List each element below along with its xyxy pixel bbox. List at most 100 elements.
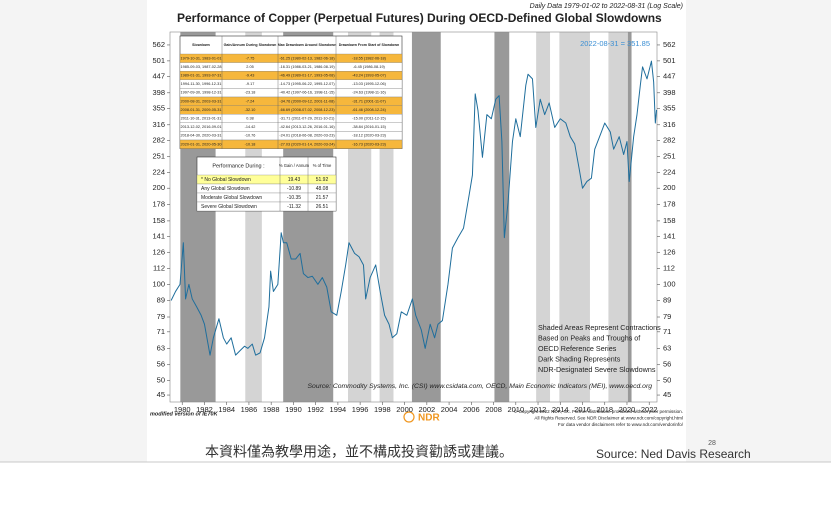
y-tick-label: 141 xyxy=(152,232,165,241)
y-tick-label: 251 xyxy=(663,152,676,161)
shading-note: NDR-Designated Severe Slowdowns xyxy=(538,365,656,374)
y-tick-label: 89 xyxy=(663,295,671,304)
table-cell: -9.43 xyxy=(246,74,255,78)
shaded-period xyxy=(411,32,441,402)
x-tick-label: 2008 xyxy=(485,405,502,414)
y-tick-label: 316 xyxy=(663,120,676,129)
copyright: © Copyright 2022 NDR, Inc. Further distr… xyxy=(514,408,683,414)
x-tick-label: 2016 xyxy=(574,405,591,414)
table-cell: -7.24 xyxy=(246,99,255,103)
table-cell: -6.45 (1986-08-19) xyxy=(353,65,385,69)
y-tick-label: 89 xyxy=(157,295,165,304)
plot-frame xyxy=(169,31,658,403)
table-cell: -43.24 (1993-05-07) xyxy=(352,74,387,78)
y-tick-label: 316 xyxy=(152,120,165,129)
table-cell: -38.84 (2016-01-15) xyxy=(352,125,387,129)
slide-disclaimer: 本資料僅為教學用途，並不構成投資勸誘或建議。 xyxy=(205,444,513,460)
table-cell: -18.12 (2020-03-23) xyxy=(352,134,387,138)
y-tick-label: 447 xyxy=(663,72,676,81)
table-cell: -40.42 (1997-06-16, 1998-11-15) xyxy=(279,91,335,95)
table-cell: 0.38 xyxy=(246,117,253,121)
summary-cell: Moderate Global Slowdown xyxy=(201,195,262,201)
table-cell: 1997-09-30, 1998-12-31 xyxy=(181,91,222,95)
table-cell: 2018-04-30, 2020-03-31 xyxy=(181,134,222,138)
table-cell: 1989-01-31, 1993-07-31 xyxy=(181,74,222,78)
x-tick-label: 1990 xyxy=(285,405,302,414)
table-cell: 2.05 xyxy=(246,65,253,69)
table-cell: 2008-01-31, 2009-05-31 xyxy=(181,108,222,112)
table-cell: -24.63 (1998-11-16) xyxy=(352,91,386,95)
slide-source: Source: Ned Davis Research xyxy=(596,447,751,461)
summary-cell: Any Global Slowdown xyxy=(201,186,250,192)
x-tick-label: 2014 xyxy=(552,405,569,414)
price-line xyxy=(170,60,658,356)
table-cell: 1994-11-30, 1996-12-31 xyxy=(181,82,222,86)
y-tick-label: 50 xyxy=(157,375,165,384)
y-tick-label: 398 xyxy=(663,88,676,97)
table-cell: -24.01 (2018-06-08, 2020-03-23) xyxy=(279,134,335,138)
y-tick-label: 282 xyxy=(152,136,165,145)
y-tick-label: 56 xyxy=(663,360,671,369)
side-panel xyxy=(0,0,147,462)
y-tick-label: 224 xyxy=(663,167,676,176)
x-tick-label: 1988 xyxy=(263,405,280,414)
table-cell: -31.71 (2001-11-07) xyxy=(352,99,386,103)
y-tick-label: 501 xyxy=(152,56,165,65)
x-tick-label: 1996 xyxy=(352,405,369,414)
y-tick-label: 63 xyxy=(663,343,671,352)
table-cell: -10.76 xyxy=(245,134,256,138)
page-number: 28 xyxy=(708,440,716,447)
table-cell: -15.00 (2011-12-15) xyxy=(352,117,386,121)
y-tick-label: 178 xyxy=(152,199,165,208)
y-tick-label: 71 xyxy=(157,327,165,336)
y-tick-label: 398 xyxy=(152,88,165,97)
y-tick-label: 447 xyxy=(152,72,165,81)
y-tick-label: 355 xyxy=(663,104,676,113)
y-tick-label: 71 xyxy=(663,327,671,336)
y-tick-label: 56 xyxy=(157,360,165,369)
table-header: Gain/Annum During Slowdown xyxy=(224,43,277,47)
y-tick-label: 355 xyxy=(152,104,165,113)
summary-row xyxy=(196,201,337,212)
summary-cell: 26.51 xyxy=(316,204,329,210)
summary-cell: 19.43 xyxy=(288,177,301,183)
shading-note: Based on Peaks and Troughs of xyxy=(538,333,640,342)
table-header: Max Drawdown Around Slowdown xyxy=(278,43,337,47)
shading-note: Shaded Areas Represent Contractions xyxy=(538,323,661,332)
x-tick-label: 1992 xyxy=(307,405,324,414)
summary-header: % Gain / Annum xyxy=(279,163,310,168)
summary-cell: -10.89 xyxy=(287,186,301,192)
y-tick-label: 178 xyxy=(663,199,676,208)
logo-text: NDR xyxy=(418,413,440,424)
table-cell: -42.64 (2013-12-26, 2016-01-16) xyxy=(279,125,335,129)
shaded-period xyxy=(627,32,632,402)
y-tick-label: 501 xyxy=(663,56,676,65)
y-tick-label: 562 xyxy=(663,40,676,49)
table-cell: -14.42 xyxy=(245,125,256,129)
summary-cell: * No Global Slowdown xyxy=(201,177,251,183)
shaded-period xyxy=(536,32,551,402)
x-tick-label: 1998 xyxy=(374,405,391,414)
y-tick-label: 112 xyxy=(663,264,675,273)
table-cell: -14.73 (1995-06-22, 1995-12-07) xyxy=(279,82,335,86)
table-cell: 2000-08-31, 2003-03-31 xyxy=(181,99,222,103)
table-cell: 2020-01-31, 2020-05-30 xyxy=(181,142,222,146)
x-tick-label: 1982 xyxy=(196,405,213,414)
table-cell: -10.18 xyxy=(245,142,256,146)
x-tick-label: 2018 xyxy=(596,405,613,414)
y-tick-label: 100 xyxy=(663,279,676,288)
y-tick-label: 79 xyxy=(157,312,165,321)
y-tick-label: 45 xyxy=(663,390,671,399)
footer-note: modified version of IE70K xyxy=(150,411,219,417)
table-cell: -31.71 (2011-07-29, 2011-10-21) xyxy=(280,117,335,121)
copyright: For data vendor disclaimers refer to www… xyxy=(558,422,684,427)
table-header: Drawdown From Start of Slowdown xyxy=(339,43,400,47)
chart-title: Performance of Copper (Perpetual Futures… xyxy=(177,11,662,25)
table-cell: -7.75 xyxy=(246,56,255,60)
y-tick-label: 45 xyxy=(157,390,165,399)
y-tick-label: 158 xyxy=(152,216,165,225)
summary-cell: -11.32 xyxy=(287,204,301,210)
table-cell: -66.69 (2008-07-02, 2008-12-23) xyxy=(279,108,335,112)
summary-header: % of Time xyxy=(313,163,332,168)
